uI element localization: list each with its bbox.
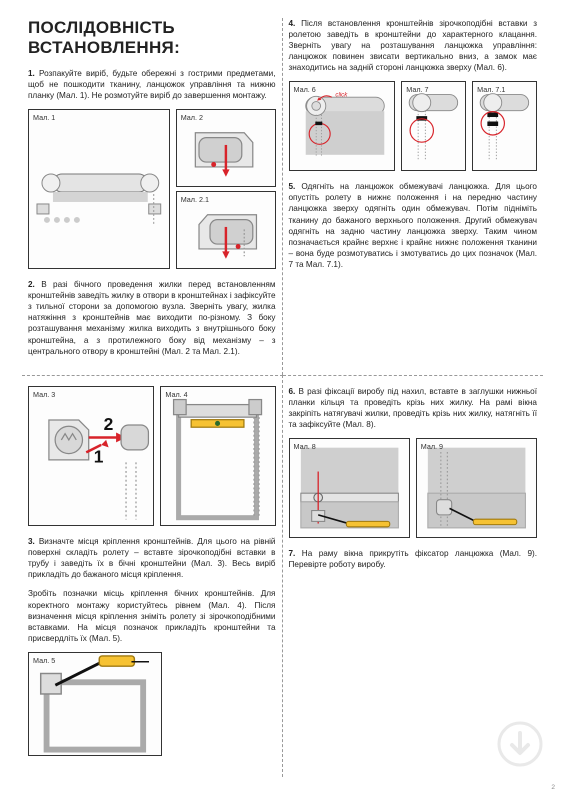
paragraph-5: 5. Одягніть на ланцюжок обмежувачі ланцю… xyxy=(289,181,538,270)
page-title: ПОСЛІДОВНІСТЬ ВСТАНОВЛЕННЯ: xyxy=(28,18,276,58)
paragraph-1: 1. Розпакуйте виріб, будьте обережні з г… xyxy=(28,68,276,101)
fig-label: Мал. 1 xyxy=(33,113,55,122)
section-3: Мал. 3 2 1 Мал. 4 xyxy=(22,375,283,777)
figure-2: Мал. 2 xyxy=(176,109,276,187)
figure-1: Мал. 1 xyxy=(28,109,170,269)
fig-label: Мал. 7.1 xyxy=(477,85,505,94)
section-4-5: 4. Після встановлення кронштейнів зірочк… xyxy=(283,18,544,375)
section-1-2: ПОСЛІДОВНІСТЬ ВСТАНОВЛЕННЯ: 1. Розпакуйт… xyxy=(22,18,283,375)
figure-3: Мал. 3 2 1 xyxy=(28,386,154,526)
fig-label: Мал. 2.1 xyxy=(181,195,209,204)
paragraph-6: 6. В разі фіксації виробу під нахил, вст… xyxy=(289,386,538,430)
fig-label: Мал. 6 xyxy=(294,85,316,94)
figure-9: Мал. 9 xyxy=(416,438,537,538)
fig-label: Мал. 8 xyxy=(294,442,316,451)
figure-4: Мал. 4 xyxy=(160,386,275,526)
figure-8: Мал. 8 xyxy=(289,438,410,538)
paragraph-3: 3. Визначте місця кріплення кронштейнів.… xyxy=(28,536,276,580)
paragraph-4: 4. Після встановлення кронштейнів зірочк… xyxy=(289,18,538,73)
paragraph-3b: Зробіть позначки місць кріплення бічних … xyxy=(28,588,276,643)
section-6-7: 6. В разі фіксації виробу під нахил, вст… xyxy=(283,375,544,777)
fig-label: Мал. 4 xyxy=(165,390,187,399)
fig-label: Мал. 7 xyxy=(406,85,428,94)
svg-text:2: 2 xyxy=(104,414,114,434)
fig-label: Мал. 5 xyxy=(33,656,55,665)
figure-7: Мал. 7 xyxy=(401,81,466,171)
fig-label: Мал. 2 xyxy=(181,113,203,122)
click-label: click xyxy=(335,92,348,99)
paragraph-2: 2. В разі бічного проведення жилки перед… xyxy=(28,279,276,356)
fig-label: Мал. 9 xyxy=(421,442,443,451)
watermark-icon xyxy=(497,721,543,767)
svg-text:1: 1 xyxy=(94,446,104,466)
fig-label: Мал. 3 xyxy=(33,390,55,399)
figure-2-1: Мал. 2.1 xyxy=(176,191,276,269)
figure-7-1: Мал. 7.1 xyxy=(472,81,537,171)
figure-5: Мал. 5 xyxy=(28,652,162,756)
paragraph-7: 7. На раму вікна прикрутіть фіксатор лан… xyxy=(289,548,538,570)
figure-6: Мал. 6 click xyxy=(289,81,396,171)
page-number: 2 xyxy=(551,784,555,791)
